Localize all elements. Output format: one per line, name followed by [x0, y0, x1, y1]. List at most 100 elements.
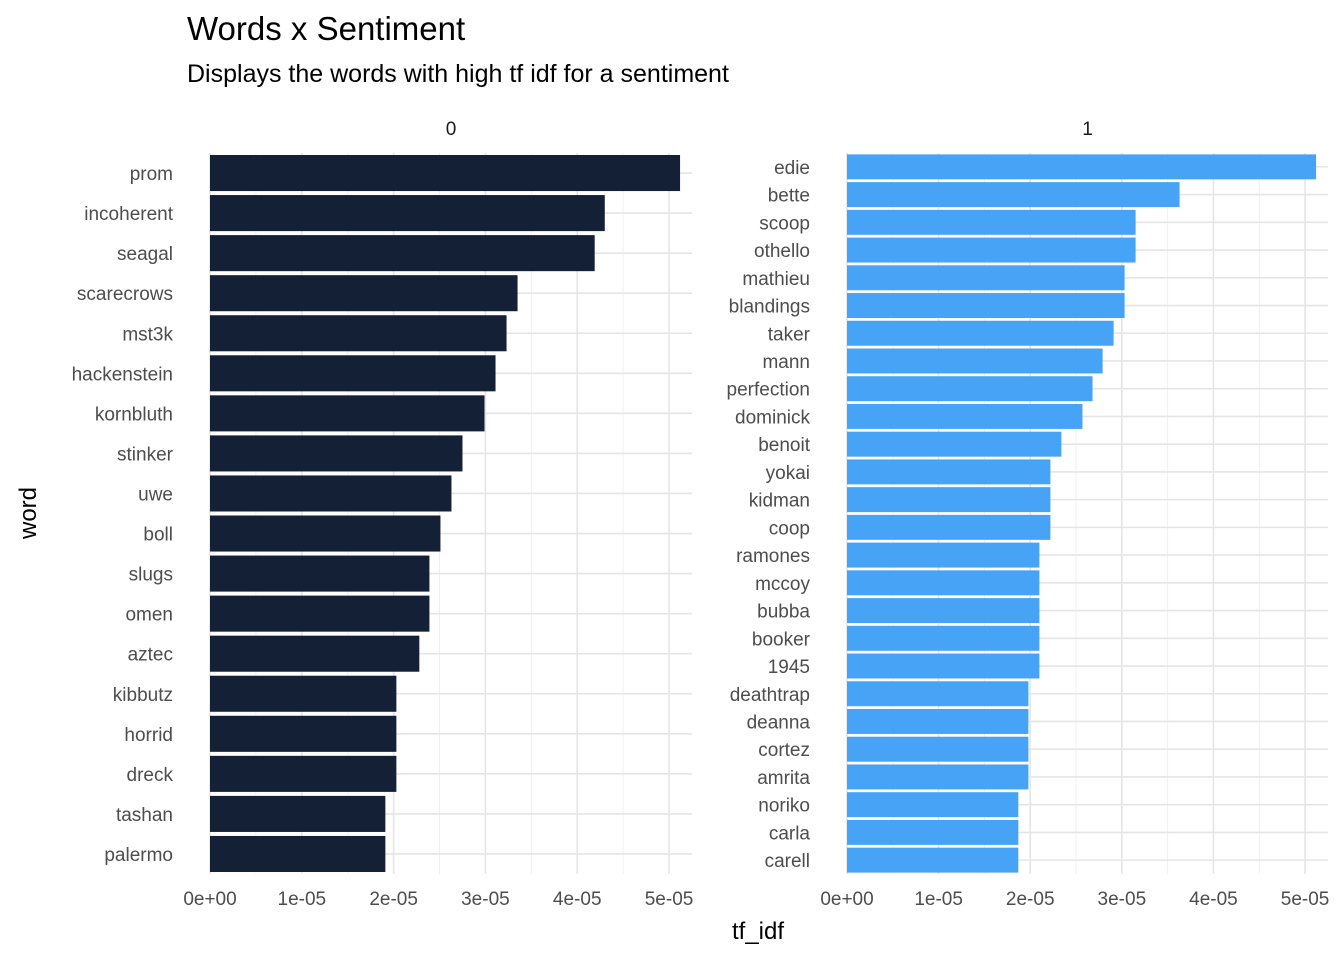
y-tick-label: perfection [727, 380, 810, 401]
y-tick-label: kornbluth [95, 404, 173, 425]
bar-kornbluth [210, 395, 485, 432]
y-tick-label: horrid [124, 725, 173, 746]
bar-perfection [847, 376, 1093, 402]
x-tick-label: 4e-05 [1189, 889, 1238, 910]
y-tick-label: palermo [104, 845, 173, 866]
bar-incoherent [210, 195, 605, 232]
bar-carla [847, 819, 1019, 845]
bar-blandings [847, 293, 1125, 318]
bar-palermo [210, 835, 386, 872]
bar-deanna [847, 709, 1029, 734]
bar-bette [847, 182, 1180, 208]
facet-strip-label: 0 [446, 119, 457, 140]
y-tick-label: mann [762, 352, 810, 373]
bar-taker [847, 320, 1114, 346]
y-tick-label: deathtrap [730, 685, 810, 706]
bar-scarecrows [210, 275, 518, 312]
y-tick-label: scarecrows [77, 284, 173, 305]
bar-ramones [847, 542, 1040, 568]
bar-cortez [847, 736, 1029, 762]
x-axis-title: tf_idf [732, 918, 784, 945]
y-tick-label: dreck [127, 765, 174, 786]
y-tick-label: uwe [138, 484, 173, 505]
bar-slugs [210, 555, 430, 592]
x-tick-label: 5e-05 [645, 889, 694, 910]
y-tick-label: kibbutz [113, 685, 173, 706]
bar-tashan [210, 795, 386, 832]
facet-strip-label: 1 [1082, 119, 1093, 140]
chart-title: Words x Sentiment [187, 10, 465, 47]
bar-mst3k [210, 315, 507, 352]
bar-bubba [847, 598, 1040, 624]
bar-uwe [210, 475, 452, 512]
y-tick-label: tashan [116, 805, 173, 826]
bar-dominick [847, 403, 1083, 429]
x-tick-label: 1e-05 [914, 889, 963, 910]
bar-boll [210, 515, 441, 552]
y-tick-label: hackenstein [72, 364, 173, 385]
y-axis-title: word [15, 487, 42, 540]
y-tick-label: slugs [129, 565, 173, 586]
y-tick-label: noriko [758, 796, 810, 817]
chart-subtitle: Displays the words with high tf idf for … [187, 60, 729, 88]
bar-mathieu [847, 265, 1125, 291]
y-tick-label: mathieu [742, 269, 810, 290]
facet-panel-1: 1 edie bette scoop othello mathieu blandings ta… [727, 119, 1330, 910]
bar-noriko [847, 792, 1019, 818]
y-tick-label: yokai [766, 463, 810, 484]
bar-benoit [847, 431, 1062, 457]
y-tick-label: amrita [757, 768, 810, 789]
bar-othello [847, 237, 1136, 263]
y-tick-label: booker [752, 629, 811, 650]
bar-booker [847, 625, 1040, 651]
y-tick-label: cortez [758, 740, 810, 761]
y-tick-label: prom [130, 164, 173, 185]
bar-kidman [847, 487, 1051, 513]
bar-coop [847, 514, 1051, 540]
y-tick-label: bubba [757, 602, 810, 623]
y-tick-label: mst3k [122, 324, 173, 345]
bar-mann [847, 348, 1103, 374]
bar-horrid [210, 715, 397, 752]
y-tick-label: benoit [758, 435, 810, 456]
y-tick-label: omen [125, 605, 173, 626]
bar-amrita [847, 764, 1029, 790]
y-tick-label: aztec [128, 645, 173, 666]
x-tick-label: 2e-05 [369, 889, 418, 910]
y-tick-label: incoherent [84, 204, 173, 225]
y-tick-label: ramones [736, 546, 810, 567]
bar-aztec [210, 635, 420, 672]
x-tick-label: 4e-05 [553, 889, 602, 910]
bar-carell [847, 847, 1019, 873]
y-tick-label: edie [774, 158, 810, 179]
bar-stinker [210, 435, 463, 472]
bar-deathtrap [847, 681, 1029, 707]
bar-1945 [847, 653, 1040, 679]
y-tick-label: 1945 [768, 657, 810, 678]
x-tick-label: 1e-05 [278, 889, 327, 910]
bar-omen [210, 595, 430, 632]
x-tick-label: 5e-05 [1281, 889, 1330, 910]
y-tick-label: deanna [747, 712, 811, 733]
x-tick-label: 0e+00 [820, 889, 873, 910]
bar-scoop [847, 209, 1136, 235]
y-tick-label: coop [769, 518, 810, 539]
y-tick-label: kidman [749, 491, 810, 512]
x-tick-label: 3e-05 [1098, 889, 1147, 910]
x-tick-label: 0e+00 [183, 889, 236, 910]
y-tick-label: dominick [735, 407, 810, 428]
y-tick-label: carell [765, 851, 810, 872]
facet-panel-0: 0 prom incoherent seagal scarecrows mst3k hack… [72, 119, 694, 910]
y-tick-label: seagal [117, 244, 173, 265]
y-tick-label: carla [769, 823, 811, 844]
y-tick-label: boll [143, 525, 173, 546]
bar-seagal [210, 235, 595, 272]
bar-yokai [847, 459, 1051, 485]
bar-prom [210, 155, 681, 192]
x-tick-label: 3e-05 [461, 889, 510, 910]
y-tick-label: bette [768, 186, 810, 207]
y-tick-label: stinker [117, 444, 174, 465]
x-tick-label: 2e-05 [1006, 889, 1055, 910]
bar-kibbutz [210, 675, 397, 712]
